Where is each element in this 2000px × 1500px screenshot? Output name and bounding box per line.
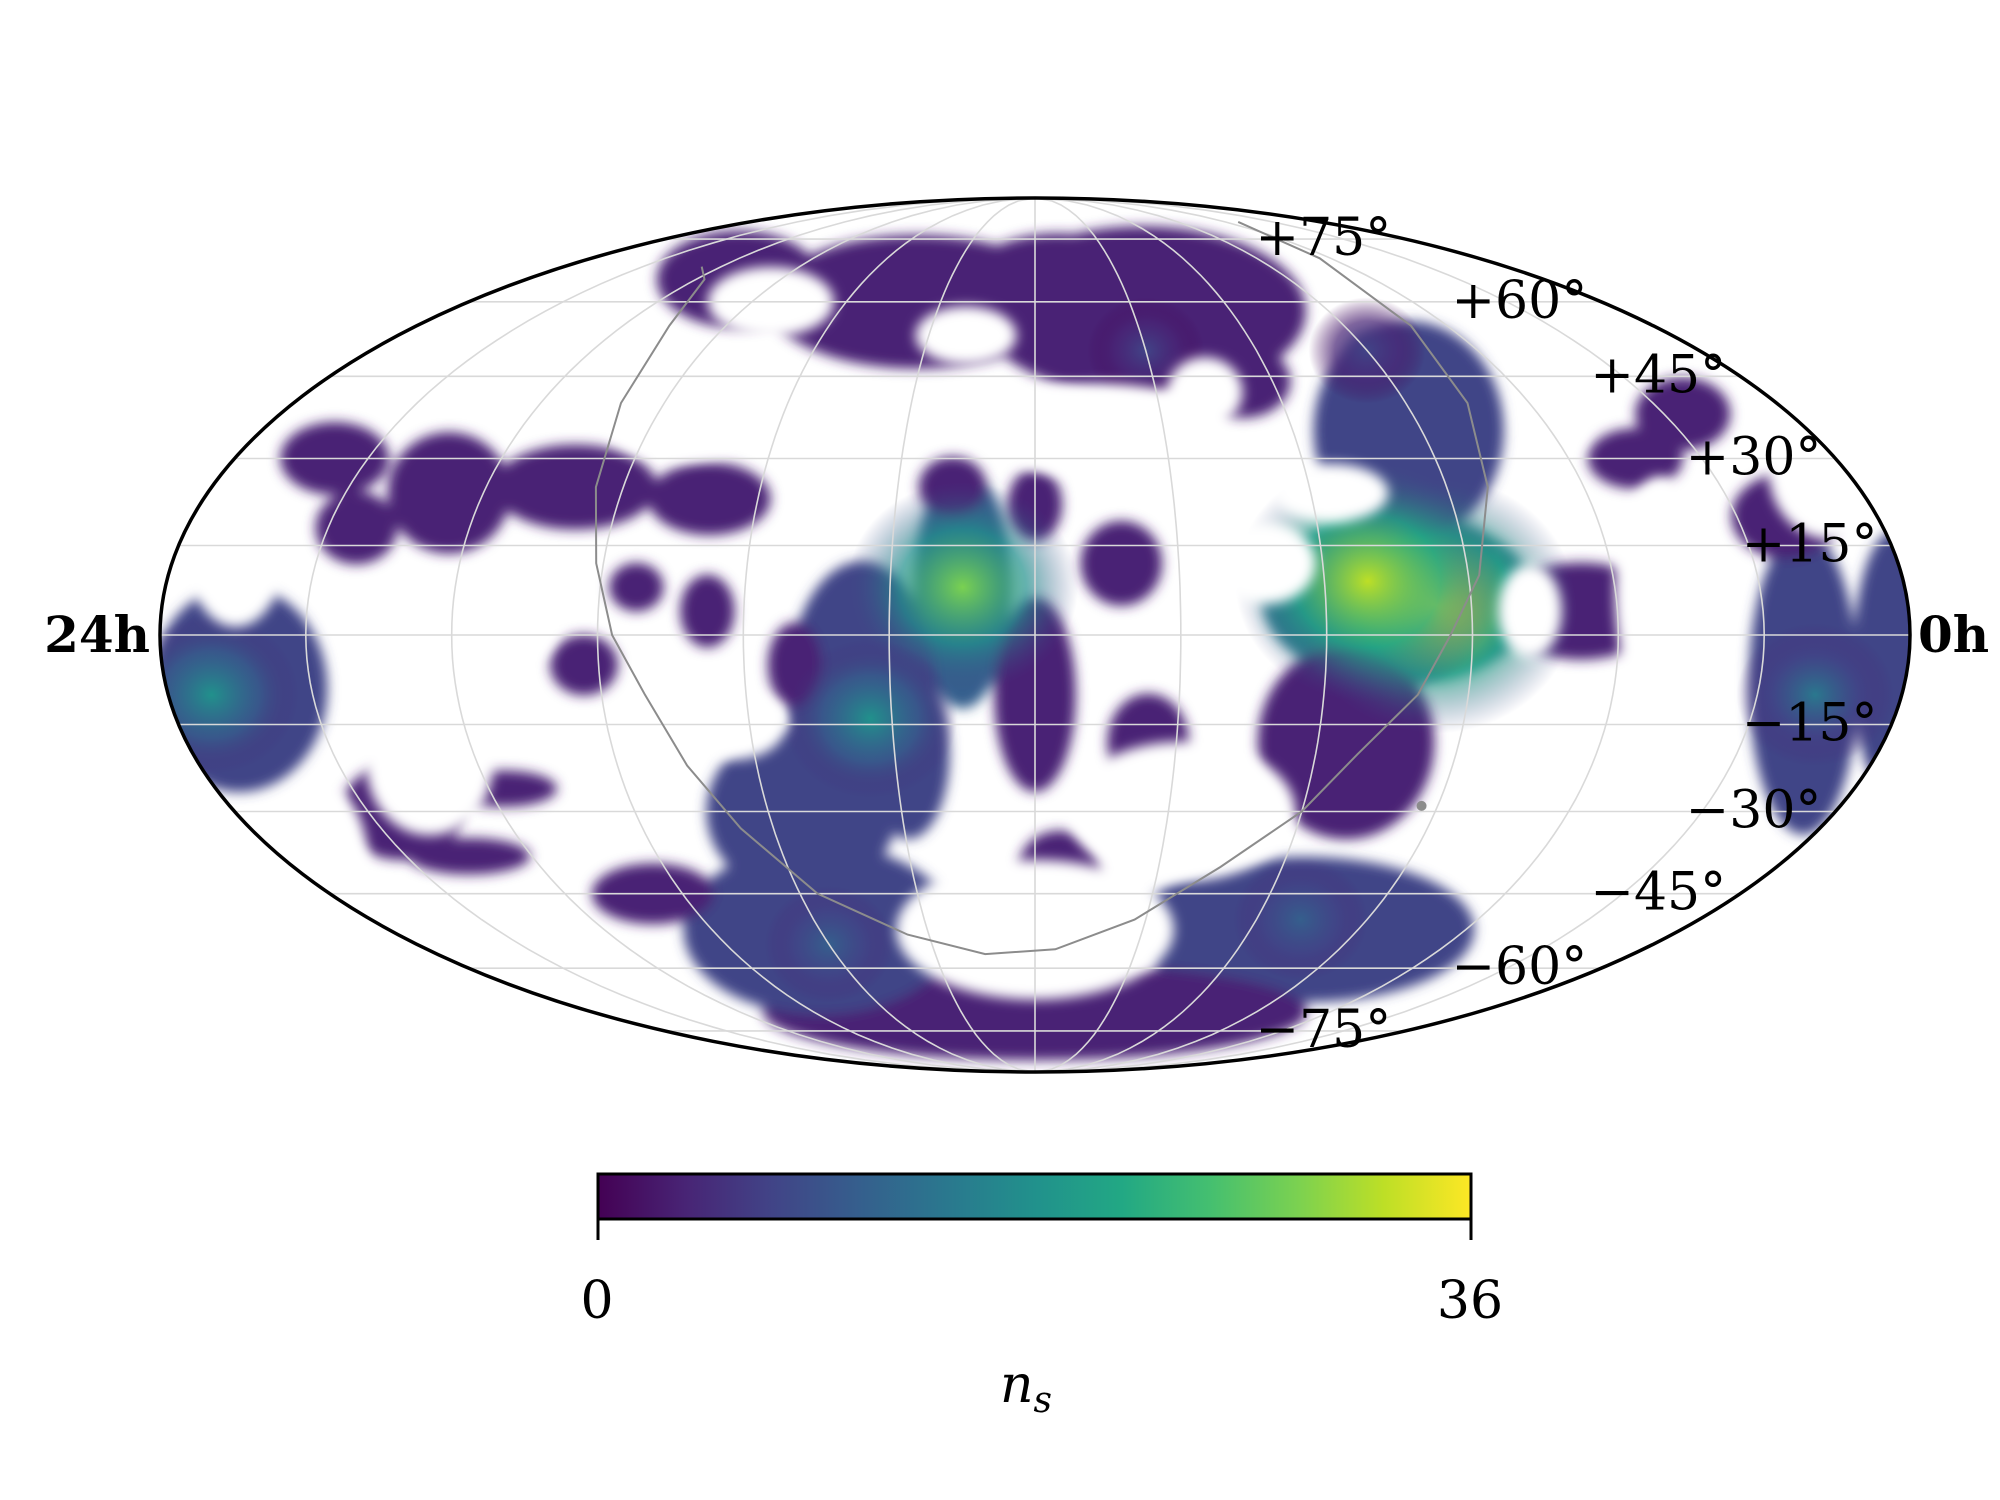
masked-region-15 bbox=[1453, 787, 1605, 858]
masked-region-17 bbox=[973, 383, 1226, 478]
masked-region-6 bbox=[1615, 476, 1704, 710]
colorbar-max-label: 36 bbox=[1437, 1271, 1503, 1331]
ns-region-31 bbox=[609, 562, 664, 612]
dec-label-north-60: +60° bbox=[1451, 271, 1587, 331]
dec-label-north-30: +30° bbox=[1686, 427, 1822, 487]
ra-label-left: 24h bbox=[44, 605, 150, 664]
masked-region-2 bbox=[1214, 522, 1316, 605]
grid-meridian-10h bbox=[888, 198, 1036, 1072]
colorbar: 0 36 ns bbox=[580, 1172, 1503, 1421]
ns-region-16 bbox=[648, 462, 771, 536]
grid-meridian-16h bbox=[1034, 198, 1328, 1072]
axis-labels: 24h 0h +75° −75° +60° −60° +45° −45° +30° −30° +… bbox=[44, 208, 1989, 1060]
ns-region-17 bbox=[493, 444, 657, 530]
ns-hotspot-6 bbox=[1233, 858, 1368, 981]
grid-meridian-4h bbox=[450, 198, 1036, 1072]
dec-label-north-75: +75° bbox=[1256, 208, 1392, 268]
grid-meridian-8h bbox=[742, 198, 1036, 1072]
ra-label-right: 0h bbox=[1918, 605, 1989, 664]
ns-hotspot-1 bbox=[1234, 460, 1501, 702]
grid-meridian-6h bbox=[596, 198, 1036, 1072]
masked-region-0 bbox=[1274, 463, 1389, 522]
ns-region-25 bbox=[1080, 520, 1163, 606]
ns-region-5 bbox=[1635, 377, 1731, 451]
grid-meridian-18h bbox=[1034, 198, 1474, 1072]
dec-label-south-30: −30° bbox=[1686, 781, 1822, 841]
masked-region-3 bbox=[1498, 564, 1562, 658]
ns-region-32 bbox=[549, 634, 618, 696]
map-frame bbox=[158, 196, 1912, 1074]
galactic-center-marker bbox=[1416, 800, 1427, 811]
dec-label-north-15: +15° bbox=[1742, 515, 1878, 575]
ns-region-19 bbox=[387, 432, 511, 554]
masked-region-7 bbox=[1516, 344, 1592, 462]
masked-region-4 bbox=[915, 306, 1017, 365]
masked-region-18 bbox=[432, 314, 559, 408]
ns-hotspot-5 bbox=[1736, 623, 1894, 767]
galactic-plane-line bbox=[594, 220, 1489, 956]
dec-label-south-15: −15° bbox=[1742, 693, 1878, 753]
ns-region-34 bbox=[407, 837, 531, 875]
grid-meridian-2h bbox=[304, 198, 1036, 1072]
masked-region-13 bbox=[460, 552, 562, 670]
colorbar-min-label: 0 bbox=[580, 1271, 613, 1331]
coordinate-grid bbox=[160, 198, 1910, 1072]
masked-region-12 bbox=[366, 695, 493, 836]
ns-hotspot-4 bbox=[160, 615, 299, 774]
ns-region-15 bbox=[680, 574, 735, 648]
colorbar-gradient bbox=[596, 1172, 1473, 1221]
ns-hotspot-3 bbox=[783, 639, 958, 798]
grid-meridian-14h bbox=[1034, 198, 1182, 1072]
grid-meridian-20h bbox=[1034, 198, 1620, 1072]
dec-label-north-45: +45° bbox=[1590, 345, 1726, 405]
colorbar-title: ns bbox=[1000, 1355, 1052, 1421]
ns-hotspot-2 bbox=[846, 481, 1079, 693]
grid-meridian-22h bbox=[1034, 198, 1766, 1072]
dec-label-south-45: −45° bbox=[1590, 863, 1726, 923]
dec-label-south-60: −60° bbox=[1451, 937, 1587, 997]
dec-label-south-75: −75° bbox=[1256, 1000, 1392, 1060]
masked-region-16 bbox=[607, 389, 760, 460]
